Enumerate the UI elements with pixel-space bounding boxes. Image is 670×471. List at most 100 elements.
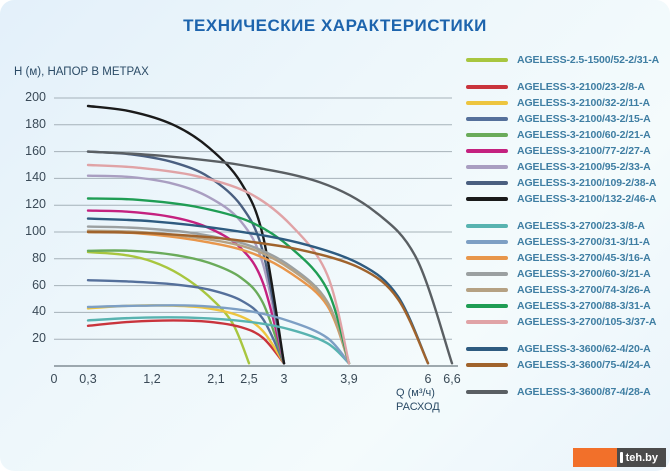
legend-item[interactable]: AGELESS-3-2100/132-2/46-A — [466, 191, 666, 207]
legend-swatch-icon — [466, 181, 508, 185]
legend-swatch-icon — [466, 85, 508, 89]
legend-label: AGELESS-3-3600/87-4/28-A — [517, 386, 651, 398]
legend-item[interactable]: AGELESS-3-2700/60-3/21-A — [466, 266, 666, 282]
legend-swatch-icon — [466, 117, 508, 121]
y-tick-180: 180 — [25, 116, 46, 131]
legend-group-1: AGELESS-3-2100/23-2/8-A AGELESS-3-2100/32… — [466, 79, 666, 207]
legend-item[interactable]: AGELESS-3-2700/45-3/16-A — [466, 250, 666, 266]
legend-label: AGELESS-3-2700/45-3/16-A — [517, 252, 651, 264]
legend-swatch-icon — [466, 240, 508, 244]
legend-item[interactable]: AGELESS-3-3600/75-4/24-A — [466, 357, 666, 373]
legend-label: AGELESS-3-2100/60-2/21-A — [517, 129, 651, 141]
x-axis-title-line1: Q (м³/ч) — [396, 387, 435, 399]
legend-label: AGELESS-3-2100/132-2/46-A — [517, 193, 657, 205]
legend-item[interactable]: AGELESS-3-2100/60-2/21-A — [466, 127, 666, 143]
curve-8 — [86, 104, 286, 365]
x-tick-1,2: 1,2 — [143, 372, 161, 386]
legend: AGELESS-2.5-1500/52-2/31-A AGELESS-3-2100… — [466, 52, 666, 411]
legend-item[interactable]: AGELESS-3-2100/32-2/11-A — [466, 95, 666, 111]
watermark-label: teh.by — [616, 448, 666, 467]
watermark-orange-block — [572, 448, 617, 467]
legend-label: AGELESS-3-2700/105-3/37-A — [517, 316, 657, 328]
legend-item[interactable]: AGELESS-3-2100/23-2/8-A — [466, 79, 666, 95]
legend-group-0: AGELESS-2.5-1500/52-2/31-A — [466, 52, 666, 68]
legend-label: AGELESS-3-2700/74-3/26-A — [517, 284, 651, 296]
watermark-tick-icon — [619, 452, 623, 463]
legend-swatch-icon — [466, 101, 508, 105]
legend-group-4: AGELESS-3-3600/87-4/28-A — [466, 384, 666, 400]
curve-16 — [86, 217, 430, 365]
legend-swatch-icon — [466, 347, 508, 351]
gridlines — [54, 97, 452, 340]
legend-label: AGELESS-3-2100/43-2/15-A — [517, 113, 651, 125]
y-tick-120: 120 — [25, 197, 46, 212]
x-tick-3,9: 3,9 — [340, 372, 358, 386]
curve-18 — [86, 150, 454, 365]
x-tick-2,1: 2,1 — [207, 372, 225, 386]
x-axis-title: Q (м³/ч) РАСХОД — [396, 386, 440, 414]
y-tick-20: 20 — [32, 331, 46, 346]
curve-10 — [86, 304, 351, 365]
legend-item[interactable]: AGELESS-3-2100/109-2/38-A — [466, 175, 666, 191]
legend-label: AGELESS-3-2100/77-2/27-A — [517, 145, 651, 157]
curve-17 — [86, 230, 430, 365]
legend-swatch-icon — [466, 320, 508, 324]
legend-swatch-icon — [466, 272, 508, 276]
legend-swatch-icon — [466, 197, 508, 201]
legend-label: AGELESS-3-2700/31-3/11-A — [517, 236, 650, 248]
legend-swatch-icon — [466, 256, 508, 260]
legend-label: AGELESS-3-2700/88-3/31-A — [517, 300, 651, 312]
curve-15 — [86, 163, 351, 365]
legend-label: AGELESS-3-3600/62-4/20-A — [517, 343, 651, 355]
x-tick-3: 3 — [280, 372, 288, 386]
legend-item[interactable]: AGELESS-3-2100/95-2/33-A — [466, 159, 666, 175]
legend-item[interactable]: AGELESS-3-2700/88-3/31-A — [466, 298, 666, 314]
y-tick-160: 160 — [25, 143, 46, 158]
x-tick-2,5: 2,5 — [240, 372, 258, 386]
curve-6 — [86, 174, 286, 365]
legend-label: AGELESS-3-2700/60-3/21-A — [517, 268, 651, 280]
legend-item[interactable]: AGELESS-3-2700/74-3/26-A — [466, 282, 666, 298]
legend-group-3: AGELESS-3-3600/62-4/20-A AGELESS-3-3600/7… — [466, 341, 666, 373]
legend-label: AGELESS-3-2100/23-2/8-A — [517, 81, 645, 93]
legend-item[interactable]: AGELESS-3-3600/62-4/20-A — [466, 341, 666, 357]
legend-swatch-icon — [466, 58, 508, 62]
y-tick-40: 40 — [32, 304, 46, 319]
curve-9 — [86, 316, 351, 365]
legend-swatch-icon — [466, 304, 508, 308]
legend-label: AGELESS-3-2100/109-2/38-A — [517, 177, 657, 189]
legend-item[interactable]: AGELESS-3-2700/23-3/8-A — [466, 218, 666, 234]
curve-14 — [86, 197, 351, 365]
watermark: teh.by — [572, 448, 666, 467]
x-tick-0,3: 0,3 — [79, 372, 97, 386]
curve-2 — [86, 304, 286, 365]
x-tick-6,6: 6,6 — [443, 372, 461, 386]
legend-swatch-icon — [466, 165, 508, 169]
legend-swatch-icon — [466, 149, 508, 153]
legend-label: AGELESS-2.5-1500/52-2/31-A — [517, 54, 660, 66]
legend-item[interactable]: AGELESS-3-2100/43-2/15-A — [466, 111, 666, 127]
legend-item[interactable]: AGELESS-3-2100/77-2/27-A — [466, 143, 666, 159]
legend-swatch-icon — [466, 224, 508, 228]
curve-4 — [86, 249, 286, 365]
legend-label: AGELESS-3-3600/75-4/24-A — [517, 359, 651, 371]
page-title: ТЕХНИЧЕСКИЕ ХАРАКТЕРИСТИКИ — [183, 16, 487, 35]
legend-swatch-icon — [466, 133, 508, 137]
legend-label: AGELESS-3-2700/23-3/8-A — [517, 220, 645, 232]
x-tick-6: 6 — [424, 372, 432, 386]
x-tick-0: 0 — [50, 372, 58, 386]
legend-item[interactable]: AGELESS-3-3600/87-4/28-A — [466, 384, 666, 400]
legend-item[interactable]: AGELESS-3-2700/31-3/11-A — [466, 234, 666, 250]
y-tick-100: 100 — [25, 224, 46, 238]
legend-swatch-icon — [466, 288, 508, 292]
legend-swatch-icon — [466, 363, 508, 367]
curve-3 — [86, 279, 286, 365]
legend-swatch-icon — [466, 390, 508, 394]
legend-item[interactable]: AGELESS-3-2700/105-3/37-A — [466, 314, 666, 330]
curve-0 — [86, 250, 251, 365]
legend-group-2: AGELESS-3-2700/23-3/8-A AGELESS-3-2700/31… — [466, 218, 666, 330]
legend-item[interactable]: AGELESS-2.5-1500/52-2/31-A — [466, 52, 666, 68]
watermark-text: teh.by — [625, 451, 658, 464]
